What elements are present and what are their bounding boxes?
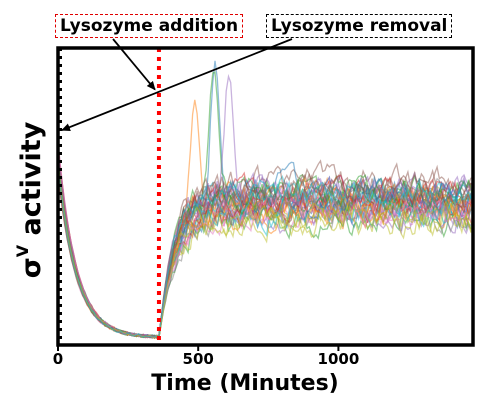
plot-frame xyxy=(56,46,475,347)
x-tick-label: 1000 xyxy=(318,350,360,368)
removal-arrow xyxy=(61,38,293,132)
series-line xyxy=(58,146,473,339)
x-tick-label: 500 xyxy=(183,350,214,368)
series-line xyxy=(58,144,473,339)
series-line xyxy=(58,160,473,339)
series-line xyxy=(58,148,473,338)
y-axis-label-sup: V xyxy=(13,244,32,257)
y-axis-label: σV activity xyxy=(13,121,47,278)
series-line xyxy=(58,150,473,340)
series-line xyxy=(58,168,473,339)
series-line xyxy=(58,150,473,339)
series-line xyxy=(58,149,473,339)
series-line xyxy=(58,147,473,338)
series-line xyxy=(58,150,473,338)
y-axis-label-rest: activity xyxy=(16,121,47,245)
addition-arrow xyxy=(112,38,156,91)
y-axis-label-sigma: σ xyxy=(16,257,47,278)
x-axis: 0 500 1000 xyxy=(53,345,359,368)
series-line xyxy=(58,150,473,339)
x-axis-label: Time (Minutes) xyxy=(151,371,338,396)
series-group xyxy=(58,60,473,340)
annotation-lysozyme-addition: Lysozyme addition xyxy=(55,14,244,38)
x-tick-label: 0 xyxy=(53,350,63,368)
annotation-lysozyme-removal: Lysozyme removal xyxy=(266,14,453,38)
